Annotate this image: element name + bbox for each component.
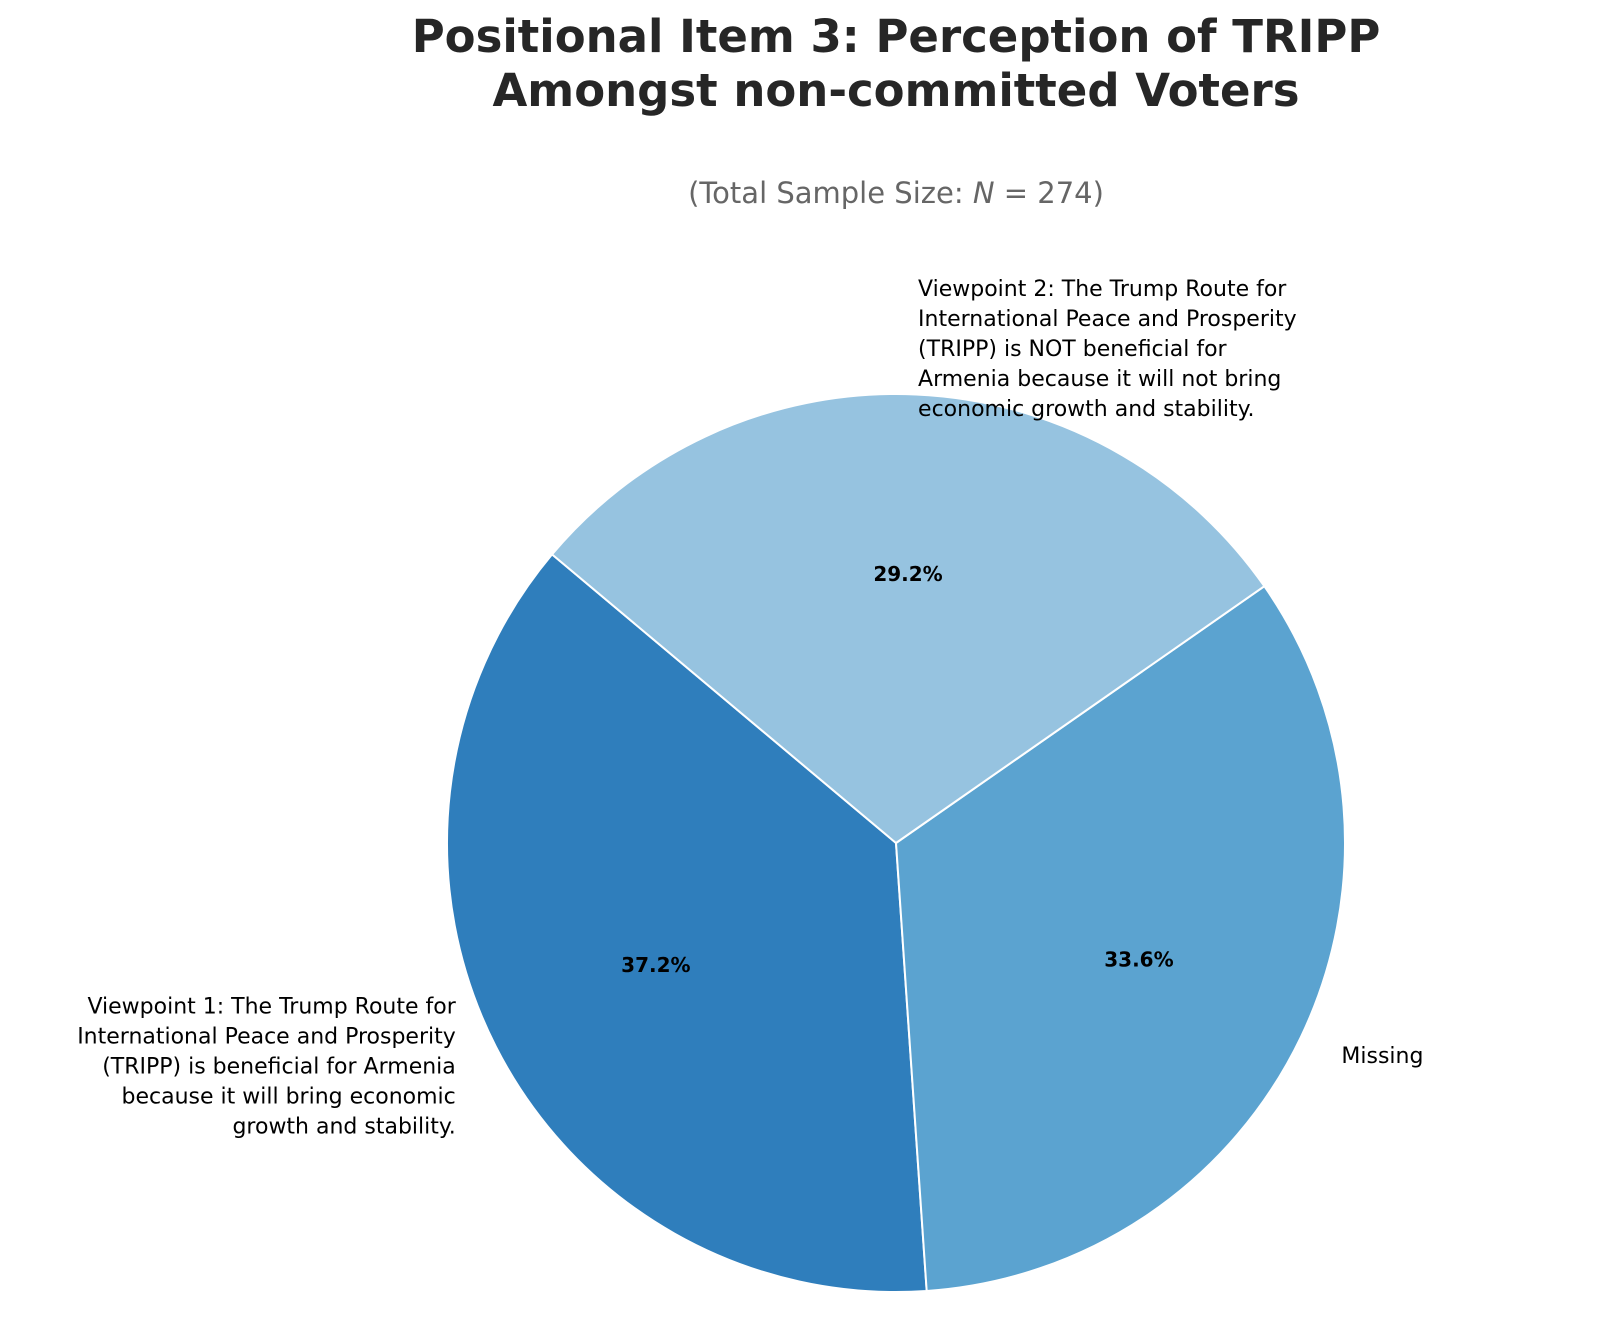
pie-percent-label-3: 29.2% (873, 562, 942, 586)
pie-slice-label-1-line-3: (TRIPP) is beneficial for Armenia (102, 1054, 456, 1079)
pie-slice-label-1-line-4: because it will bring economic (122, 1084, 456, 1109)
pie-percent-label-2: 33.6% (1104, 947, 1173, 971)
subtitle-prefix: (Total Sample Size: (688, 176, 973, 210)
chart-subtitle: (Total Sample Size: N = 274) (688, 176, 1104, 210)
pie-slice-label-1-line-2: International Peace and Prosperity (77, 1024, 456, 1049)
pie-slice-2 (894, 584, 1346, 1293)
pie-slice-label-2: Missing (1341, 1044, 1423, 1069)
chart-title-line-2: Amongst non-committed Voters (492, 64, 1299, 117)
pie-slice-label-3: Viewpoint 2: The Trump Route for Internat… (918, 277, 1297, 422)
pie-slice-label-3-line-5: economic growth and stability. (918, 397, 1254, 422)
pie-slice-label-3-line-2: International Peace and Prosperity (918, 307, 1297, 332)
pie-slice-1 (446, 552, 928, 1293)
subtitle-suffix: = 274) (995, 176, 1104, 210)
pie-slices (446, 393, 1346, 1293)
subtitle-math: N (973, 176, 995, 210)
pie-slice-3 (550, 393, 1266, 845)
pie-percent-label-1: 37.2% (621, 953, 690, 977)
pie-slice-label-1: Viewpoint 1: The Trump Route for Internat… (77, 994, 457, 1139)
pie-slice-label-2-line-1: Missing (1341, 1044, 1423, 1069)
pie-slice-label-1-line-1: Viewpoint 1: The Trump Route for (87, 994, 456, 1019)
chart-title-line-1: Positional Item 3: Perception of TRIPP (412, 10, 1381, 63)
pie-slice-labels: Viewpoint 1: The Trump Route for Internat… (77, 277, 1423, 1139)
chart-title: Positional Item 3: Perception of TRIPP A… (412, 10, 1381, 117)
pie-slice-label-1-line-5: growth and stability. (232, 1114, 455, 1139)
pie-slice-label-3-line-3: (TRIPP) is NOT beneficial for (918, 337, 1228, 362)
pie-slice-label-3-line-1: Viewpoint 2: The Trump Route for (918, 277, 1287, 302)
pie-slice-label-3-line-4: Armenia because it will not bring (918, 367, 1281, 392)
pie-percent-labels: 37.2% 33.6% 29.2% (621, 562, 1173, 977)
